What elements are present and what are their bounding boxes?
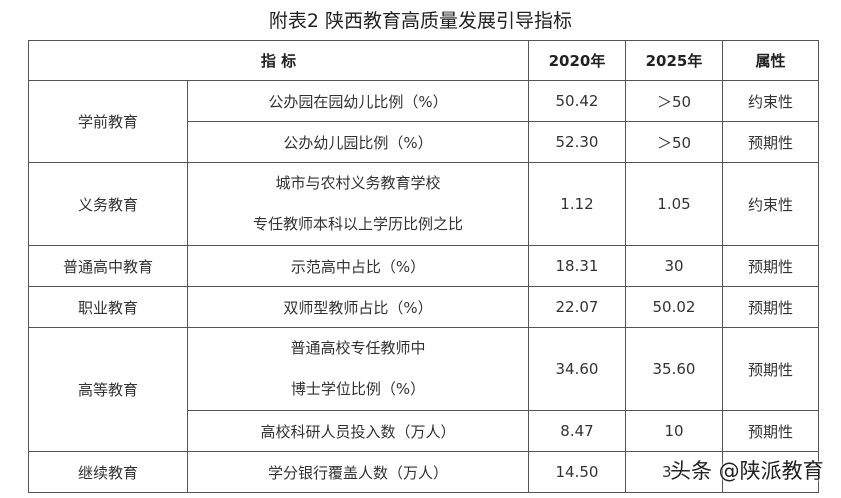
- value-2025: 35.60: [625, 327, 723, 411]
- category-cell: 职业教育: [28, 286, 188, 328]
- header-indicator: 指 标: [28, 40, 529, 81]
- attribute-cell: [722, 451, 819, 493]
- attribute-cell: 预期性: [722, 245, 819, 287]
- indicator-cell: 公办园在园幼儿比例（%）: [187, 80, 529, 122]
- value-2020: 50.42: [528, 80, 626, 122]
- value-2020: 14.50: [528, 451, 626, 493]
- value-2025: 3: [625, 451, 723, 493]
- attribute-cell: 预期性: [722, 121, 819, 163]
- header-row: 指 标 2020年 2025年 属性: [28, 40, 819, 81]
- indicator-cell: 双师型教师占比（%）: [187, 286, 529, 328]
- value-2020: 22.07: [528, 286, 626, 328]
- header-2025: 2025年: [625, 40, 723, 81]
- attribute-cell: 预期性: [722, 286, 819, 328]
- value-2025: 30: [625, 245, 723, 287]
- value-2025: 10: [625, 410, 723, 452]
- attribute-cell: 约束性: [722, 162, 819, 246]
- table-row: 学前教育 公办园在园幼儿比例（%） 50.42 ＞50 约束性: [28, 80, 819, 163]
- category-cell: 普通高中教育: [28, 245, 188, 287]
- value-2020: 52.30: [528, 121, 626, 163]
- table-row: 高等教育 普通高校专任教师中 博士学位比例（%） 34.60 35.60 预期性: [28, 327, 819, 452]
- table-row: 义务教育 城市与农村义务教育学校专任教师本科以上学历比例之比 1.12 1.05…: [28, 162, 819, 246]
- value-2020: 1.12: [528, 162, 626, 246]
- value-2025: 1.05: [625, 162, 723, 246]
- value-2020: 34.60: [528, 327, 626, 411]
- indicator-cell: 普通高校专任教师中 博士学位比例（%）: [187, 327, 529, 411]
- value-2020: 8.47: [528, 410, 626, 452]
- value-2025: ＞50: [625, 80, 723, 122]
- header-2020: 2020年: [528, 40, 626, 81]
- attribute-cell: 约束性: [722, 80, 819, 122]
- indicator-cell: 示范高中占比（%）: [187, 245, 529, 287]
- attribute-cell: 预期性: [722, 410, 819, 452]
- table-title: 附表2 陕西教育高质量发展引导指标: [268, 10, 573, 32]
- indicator-line: 专任教师本科以上学历比例之比: [252, 215, 463, 233]
- indicator-table: 指 标 2020年 2025年 属性 学前教育 公办园在园幼儿比例（%） 50.…: [28, 40, 819, 493]
- watermark: 头条 @陕派教育: [670, 459, 824, 483]
- table-row: 高校科研人员投入数（万人） 8.47 10 预期性: [29, 410, 819, 452]
- indicator-line: 博士学位比例（%）: [290, 380, 426, 398]
- value-2020: 18.31: [528, 245, 626, 287]
- category-cell: 学前教育: [28, 80, 188, 163]
- table-row: 继续教育 学分银行覆盖人数（万人） 14.50 3: [28, 451, 819, 493]
- value-2025: ＞50: [625, 121, 723, 163]
- table-row: 普通高中教育 示范高中占比（%） 18.31 30 预期性: [28, 245, 819, 287]
- attribute-cell: 预期性: [722, 327, 819, 411]
- indicator-cell: 城市与农村义务教育学校专任教师本科以上学历比例之比: [187, 162, 529, 246]
- category-cell: 义务教育: [28, 162, 188, 246]
- indicator-line: 普通高校专任教师中: [290, 339, 426, 357]
- category-cell: 继续教育: [28, 451, 188, 493]
- indicator-line: 城市与农村义务教育学校: [275, 174, 441, 192]
- header-attribute: 属性: [722, 40, 819, 81]
- value-2025: 50.02: [625, 286, 723, 328]
- table-row: 公办幼儿园比例（%） 52.30 ＞50 预期性: [29, 121, 819, 163]
- indicator-cell: 公办幼儿园比例（%）: [187, 121, 529, 163]
- category-cell: 高等教育: [28, 327, 188, 452]
- table-row: 职业教育 双师型教师占比（%） 22.07 50.02 预期性: [28, 286, 819, 328]
- indicator-cell: 高校科研人员投入数（万人）: [187, 410, 529, 452]
- indicator-cell: 学分银行覆盖人数（万人）: [187, 451, 529, 493]
